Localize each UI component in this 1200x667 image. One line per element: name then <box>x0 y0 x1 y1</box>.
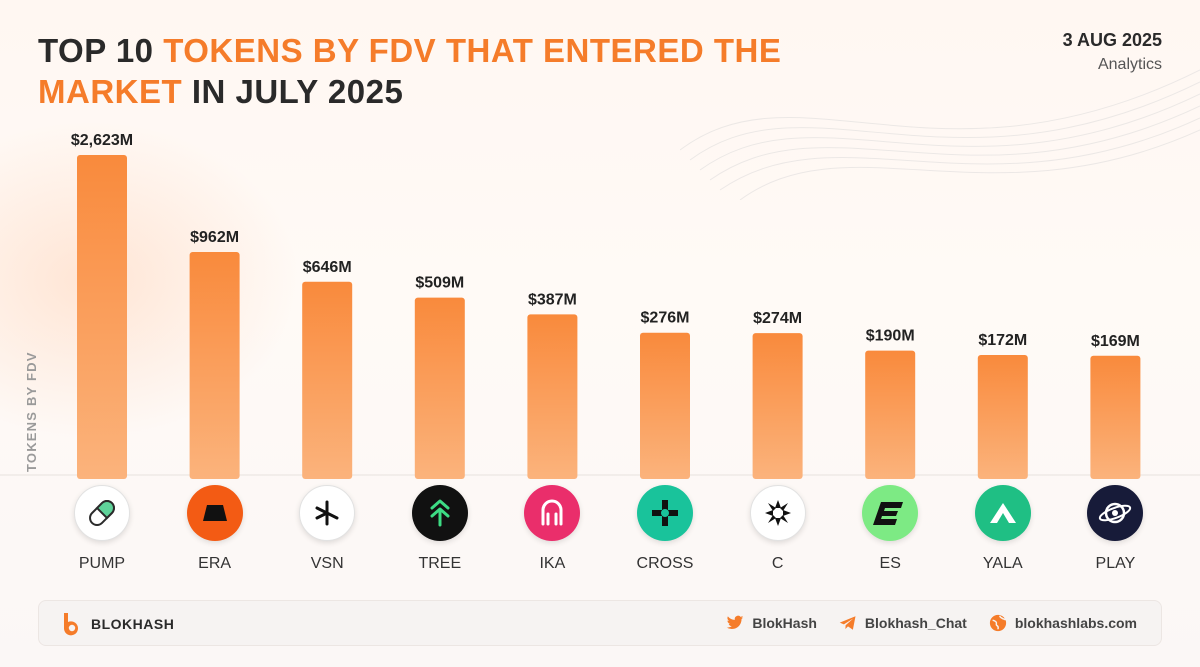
brand: BLOKHASH <box>61 612 174 636</box>
bar-pump <box>77 155 127 479</box>
title-part-1: TOP 10 <box>38 32 164 69</box>
es-icon <box>862 485 919 541</box>
value-label-era: $962M <box>190 229 239 246</box>
token-pump: PUMP <box>46 485 158 573</box>
token-c: C <box>722 485 834 573</box>
telegram-icon <box>839 615 857 631</box>
value-label-cross: $276M <box>641 310 690 327</box>
bar-yala <box>977 355 1028 479</box>
cross-icon <box>637 485 693 541</box>
twitter-icon <box>726 615 744 631</box>
bar-chart: $2,623M $962M $646M $509M $387M $276M $274M $19… <box>0 132 1200 479</box>
token-name-vsn: VSN <box>310 555 344 572</box>
twitter-handle: BlokHash <box>752 615 817 631</box>
bar-era <box>189 251 240 479</box>
report-subtitle: Analytics <box>1097 56 1162 73</box>
token-ika: IKA <box>496 485 608 573</box>
background-glow <box>0 120 300 440</box>
value-label-es: $190M <box>866 328 915 345</box>
bar-tree <box>414 297 465 479</box>
website-link[interactable]: blokhashlabs.com <box>989 614 1137 632</box>
value-label-vsn: $646M <box>303 259 352 276</box>
token-vsn: VSN <box>271 485 383 573</box>
twitter-link[interactable]: BlokHash <box>726 615 817 631</box>
c-icon <box>749 485 806 541</box>
bar-es <box>865 350 916 479</box>
brand-name: BLOKHASH <box>91 616 175 632</box>
value-label-c: $274M <box>753 310 802 327</box>
token-name-ika: IKA <box>539 555 566 572</box>
token-name-play: PLAY <box>1095 555 1136 572</box>
report-date: 3 AUG 2025 <box>1062 30 1162 50</box>
play-icon <box>1087 485 1144 541</box>
bar-c <box>752 333 803 479</box>
tree-icon <box>411 485 468 541</box>
value-label-play: $169M <box>1091 333 1140 350</box>
bar-ika <box>527 314 578 479</box>
value-label-ika: $387M <box>528 291 577 308</box>
yala-icon <box>974 485 1031 541</box>
token-era: ERA <box>159 485 271 573</box>
ika-icon <box>524 485 581 541</box>
social-links: BlokHash Blokhash_Chat blokhashlabs.com <box>704 614 1137 632</box>
token-row: PUMP ERA VSN TREE IKA CROSS C ES YALA PLAY <box>0 485 1200 585</box>
token-yala: YALA <box>947 485 1059 573</box>
token-name-tree: TREE <box>418 555 462 572</box>
token-cross: CROSS <box>609 485 721 573</box>
token-play: PLAY <box>1059 485 1171 573</box>
bar-play <box>1090 355 1141 479</box>
title-part-3: IN JULY 2025 <box>182 73 404 110</box>
token-name-c: C <box>771 555 784 572</box>
token-name-pump: PUMP <box>78 555 126 572</box>
blokhash-logo-icon <box>63 613 78 636</box>
token-name-cross: CROSS <box>636 555 694 572</box>
era-icon <box>186 485 243 541</box>
token-name-es: ES <box>879 555 901 572</box>
token-name-era: ERA <box>198 555 232 572</box>
pump-pill-icon <box>74 485 130 541</box>
value-label-pump: $2,623M <box>71 132 133 149</box>
value-label-yala: $172M <box>978 332 1027 349</box>
vsn-icon <box>299 485 356 541</box>
chart-title: TOP 10 TOKENS BY FDV THAT ENTERED THE MA… <box>38 30 798 112</box>
bar-cross <box>640 332 690 479</box>
token-es: ES <box>834 485 946 573</box>
token-name-yala: YALA <box>982 555 1023 572</box>
telegram-link[interactable]: Blokhash_Chat <box>839 615 967 631</box>
globe-icon <box>989 614 1007 632</box>
bar-vsn <box>302 281 353 479</box>
website-url: blokhashlabs.com <box>1014 615 1137 631</box>
footer-bar: BLOKHASH BlokHash Blokhash_Chat blokhash… <box>38 600 1162 646</box>
title-part-2: TOKENS BY FDV THAT ENTERED THE MARKET <box>38 32 782 110</box>
token-tree: TREE <box>384 485 496 573</box>
telegram-handle: Blokhash_Chat <box>864 615 967 631</box>
value-label-tree: $509M <box>415 275 464 292</box>
decorative-waves <box>680 69 1200 200</box>
